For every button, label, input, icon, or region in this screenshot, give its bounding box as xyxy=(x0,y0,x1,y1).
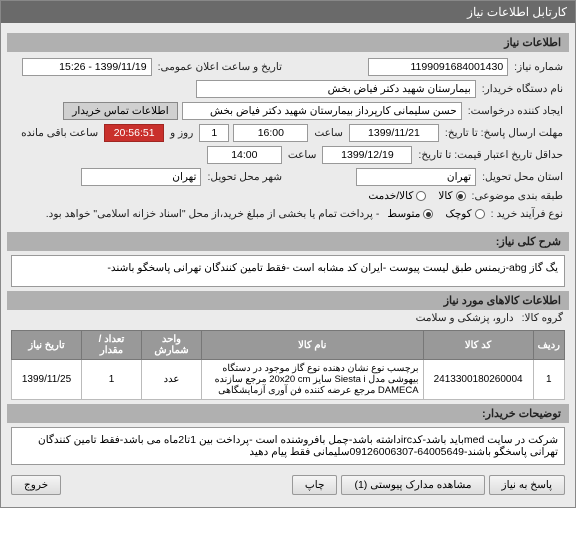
field-resp-date: 1399/11/21 xyxy=(349,124,439,142)
category-radio-group: کالا کالا/خدمت xyxy=(368,190,465,202)
items-table: ردیف کد کالا نام کالا واحد شمارش تعداد /… xyxy=(11,330,565,400)
label-delivery-state: استان محل تحویل: xyxy=(480,171,565,183)
field-public-date: 1399/11/19 - 15:26 xyxy=(22,58,152,76)
th-qty: تعداد / مقدار xyxy=(82,331,142,360)
field-delivery-city: تهران xyxy=(81,168,201,186)
items-table-wrap: ردیف کد کالا نام کالا واحد شمارش تعداد /… xyxy=(11,330,565,400)
field-need-no: 1199091684001430 xyxy=(368,58,508,76)
radio-khadamat[interactable]: کالا/خدمت xyxy=(368,190,426,202)
section-items-info: اطلاعات کالاهای مورد نیاز xyxy=(7,291,569,310)
td-date: 1399/11/25 xyxy=(12,360,82,400)
buyer-notes-box: شرکت در سایت medباید باشد-کدircداشته باش… xyxy=(11,427,565,465)
label-buyer-org: نام دستگاه خریدار: xyxy=(480,83,565,95)
label-response-deadline: مهلت ارسال پاسخ: تا تاریخ: xyxy=(443,127,565,139)
radio-kala[interactable]: کالا xyxy=(438,190,465,202)
radio-dot-kala xyxy=(456,191,466,201)
form-area: شماره نیاز: 1199091684001430 تاریخ و ساع… xyxy=(7,52,569,228)
th-row: ردیف xyxy=(533,331,564,360)
item-desc-box: یگ گاز abg-زیمنس طبق لیست پیوست -ایران ک… xyxy=(11,255,565,287)
field-price-date: 1399/12/19 xyxy=(322,146,412,164)
window-titlebar: کارتابل اطلاعات نیاز xyxy=(1,1,575,23)
label-public-date: تاریخ و ساعت اعلان عمومی: xyxy=(156,61,284,73)
label-creator: ایجاد کننده درخواست: xyxy=(466,105,565,117)
value-goods-group: دارو، پزشکی و سلامت xyxy=(414,312,516,324)
radio-dot-small xyxy=(475,209,485,219)
label-remaining: ساعت باقی مانده xyxy=(19,127,100,139)
field-resp-time: 16:00 xyxy=(233,124,308,142)
purchase-radio-group: کوچک متوسط xyxy=(387,208,484,220)
label-need-no: شماره نیاز: xyxy=(512,61,565,73)
radio-label-kala: کالا xyxy=(438,190,452,202)
contact-button[interactable]: اطلاعات تماس خریدار xyxy=(63,102,177,120)
label-goods-group: گروه کالا: xyxy=(520,312,565,324)
td-code: 2413300180260004 xyxy=(423,360,533,400)
exit-button[interactable]: خروج xyxy=(11,475,61,495)
field-price-time: 14:00 xyxy=(207,146,282,164)
payment-note: - پرداخت تمام یا بخشی از مبلغ خرید،از مح… xyxy=(42,206,384,222)
label-hour-2: ساعت xyxy=(286,149,319,161)
field-days-left: 1 xyxy=(199,124,229,142)
radio-label-medium: متوسط xyxy=(387,208,420,220)
th-unit: واحد شمارش xyxy=(142,331,202,360)
main-window: کارتابل اطلاعات نیاز اطلاعات نیاز شماره … xyxy=(0,0,576,508)
th-date: تاریخ نیاز xyxy=(12,331,82,360)
section-need-info: اطلاعات نیاز xyxy=(7,33,569,52)
td-name: برچسب نوع نشان دهنده نوع گاز موجود در دس… xyxy=(202,360,424,400)
radio-dot-khadamat xyxy=(416,191,426,201)
table-row[interactable]: 1 2413300180260004 برچسب نوع نشان دهنده … xyxy=(12,360,565,400)
radio-dot-medium xyxy=(423,209,433,219)
label-purchase-type: نوع فرآیند خرید : xyxy=(489,208,565,220)
label-hour-1: ساعت xyxy=(312,127,345,139)
label-price-validity: حداقل تاریخ اعتبار قیمت: تا تاریخ: xyxy=(416,149,565,161)
th-code: کد کالا xyxy=(423,331,533,360)
print-button[interactable]: چاپ xyxy=(292,475,338,495)
countdown-timer: 20:56:51 xyxy=(104,124,164,142)
td-row: 1 xyxy=(533,360,564,400)
radio-small[interactable]: کوچک xyxy=(445,208,484,220)
attachments-button[interactable]: مشاهده مدارک پیوستی (1) xyxy=(341,475,484,495)
section-buyer-notes: توضیحات خریدار: xyxy=(7,404,569,423)
footer-buttons: پاسخ به نیاز مشاهده مدارک پیوستی (1) چاپ… xyxy=(7,469,569,501)
label-day: روز و xyxy=(168,127,195,139)
radio-label-small: کوچک xyxy=(445,208,471,220)
td-qty: 1 xyxy=(82,360,142,400)
reply-button[interactable]: پاسخ به نیاز xyxy=(489,475,565,495)
table-header-row: ردیف کد کالا نام کالا واحد شمارش تعداد /… xyxy=(12,331,565,360)
radio-medium[interactable]: متوسط xyxy=(387,208,433,220)
radio-label-khadamat: کالا/خدمت xyxy=(368,190,413,202)
field-delivery-state: تهران xyxy=(356,168,476,186)
content-area: اطلاعات نیاز شماره نیاز: 119909168400143… xyxy=(1,23,575,507)
label-category: طبقه بندی موضوعی: xyxy=(470,190,565,202)
section-item-desc: شرح کلی نیاز: xyxy=(7,232,569,251)
label-delivery-city: شهر محل تحویل: xyxy=(205,171,284,183)
field-buyer-org: بیمارستان شهید دکتر فیاض بخش xyxy=(196,80,476,98)
th-name: نام کالا xyxy=(202,331,424,360)
td-unit: عدد xyxy=(142,360,202,400)
field-creator: حسن سلیمانی کارپرداز بیمارستان شهید دکتر… xyxy=(182,102,462,120)
